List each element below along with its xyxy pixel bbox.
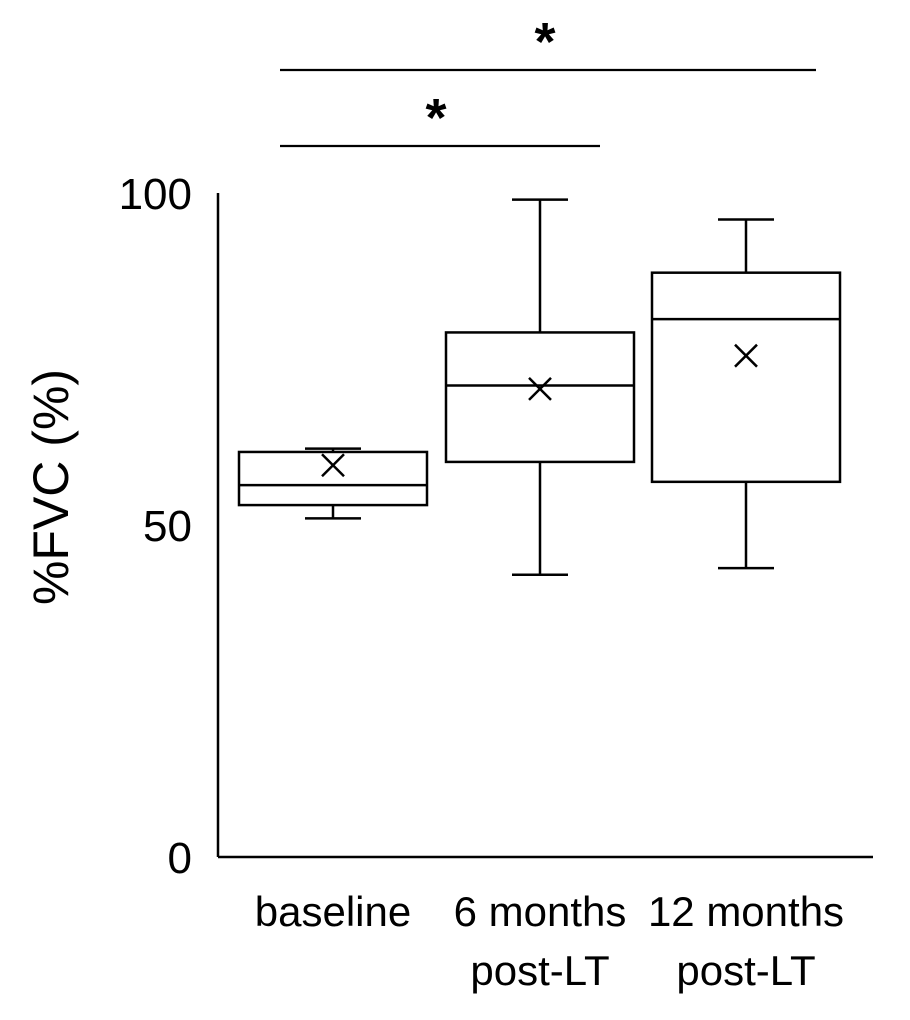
- significance-layer: **: [280, 12, 816, 148]
- x-category-label: post-LT: [470, 947, 609, 994]
- box-iqr: [650, 271, 842, 484]
- x-category-label: baseline: [255, 888, 411, 935]
- boxes: [237, 198, 842, 577]
- box-iqr: [444, 331, 636, 464]
- mean-marker-stroke: [528, 376, 552, 401]
- box-group: [650, 218, 842, 570]
- mean-marker: [321, 453, 345, 478]
- box-group: [444, 198, 636, 577]
- y-tick-label: 50: [143, 502, 192, 551]
- x-category-label: post-LT: [676, 947, 815, 994]
- significance-star: *: [534, 12, 555, 72]
- axes: [216, 193, 873, 859]
- mean-marker-stroke: [734, 343, 758, 368]
- y-tick-label: 100: [119, 170, 192, 219]
- y-axis-title: %FVC (%): [23, 369, 79, 605]
- mean-marker: [734, 343, 758, 368]
- mean-marker-stroke: [321, 453, 345, 478]
- box-group: [237, 447, 429, 520]
- x-category-label: 12 months: [648, 888, 844, 935]
- significance-star: *: [425, 88, 446, 148]
- box-iqr: [237, 450, 429, 507]
- mean-marker: [528, 376, 552, 401]
- x-category-label: 6 months: [454, 888, 627, 935]
- labels: 0 50 100 %FVC (%) baseline 6 months post-LT 12 …: [23, 170, 844, 994]
- y-tick-label: 0: [168, 834, 192, 883]
